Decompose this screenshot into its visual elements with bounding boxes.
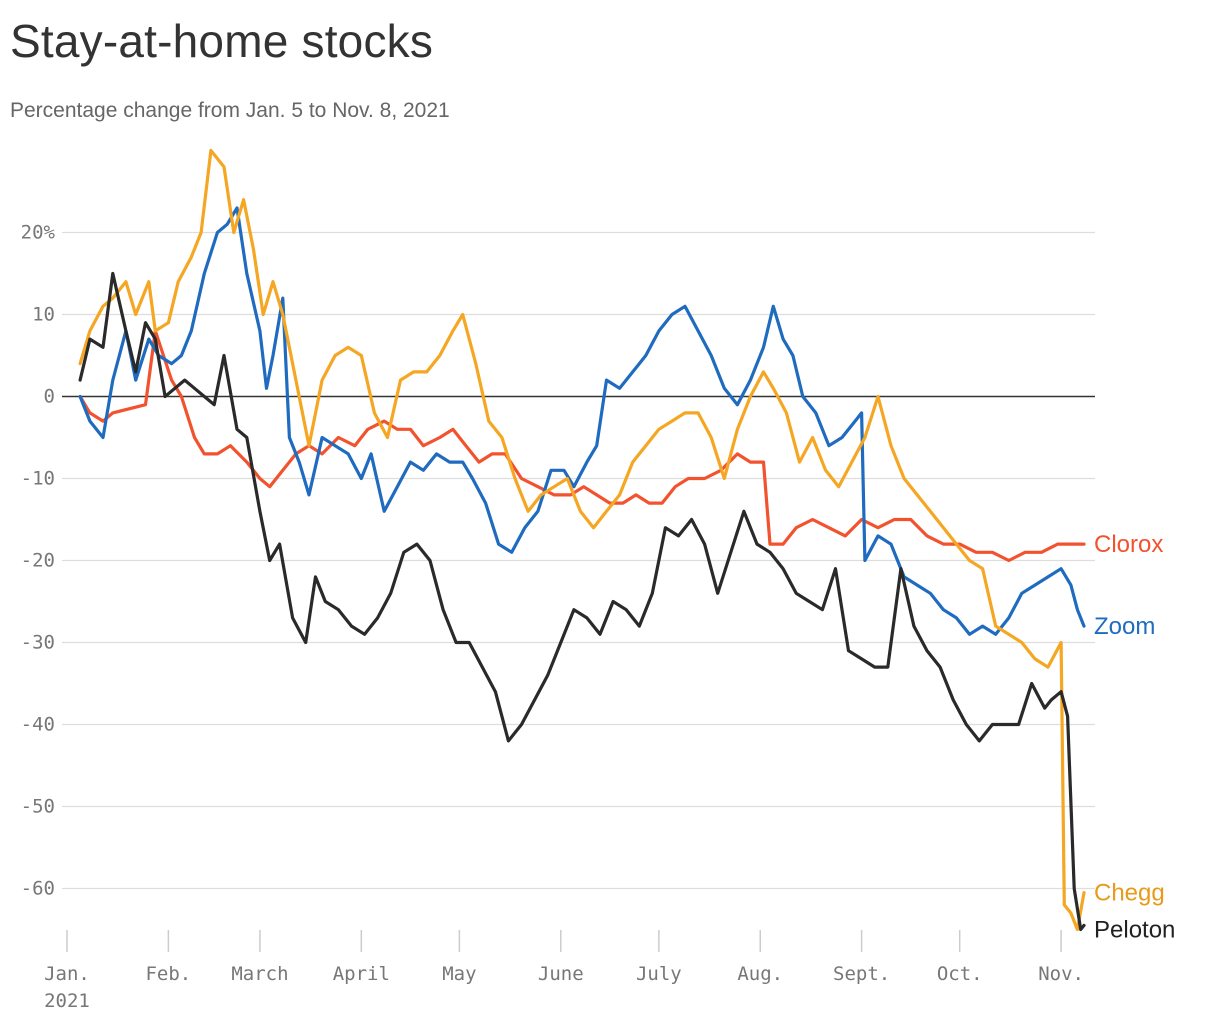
series-line-clorox [78, 329, 1086, 563]
series-label-clorox: Clorox [1094, 531, 1163, 558]
y-tick-label: 0 [44, 386, 55, 408]
x-tick-label: May [442, 963, 476, 985]
x-tick-label: Jan. [44, 963, 90, 985]
grid-lines [62, 231, 1095, 890]
x-axis: Jan. 2021 Feb. March April May June July Aug. Sep… [44, 930, 1084, 1012]
y-tick-label: -50 [21, 796, 55, 818]
y-tick-label: -20 [21, 550, 55, 572]
y-tick-label: -30 [21, 632, 55, 654]
y-tick-label: 20% [21, 222, 56, 244]
y-tick-label: -10 [21, 468, 55, 490]
y-axis-ticks: 20% 10 0 -10 -20 -30 -40 -50 -60 [21, 222, 56, 900]
x-tick-label: Aug. [737, 963, 783, 985]
x-tick-label: Feb. [145, 963, 191, 985]
y-tick-label: -60 [21, 878, 55, 900]
series-label-peloton: Peloton [1094, 917, 1175, 944]
x-tick-label: June [538, 963, 584, 985]
series-line-chegg [78, 148, 1086, 932]
x-tick-label: July [636, 963, 682, 985]
x-tick-label: April [333, 963, 390, 985]
x-tick-label: Oct. [937, 963, 983, 985]
series-lines [78, 148, 1086, 932]
x-tick-label: Sept. [833, 963, 890, 985]
x-tick-label: Nov. [1038, 963, 1084, 985]
y-tick-label: -40 [21, 714, 55, 736]
y-tick-label: 10 [32, 304, 55, 326]
chart-title: Stay-at-home stocks [10, 15, 434, 67]
chart-subtitle: Percentage change from Jan. 5 to Nov. 8,… [10, 99, 450, 122]
series-end-labels: Clorox Zoom Chegg Peloton [1094, 531, 1175, 943]
x-tick-label: March [231, 963, 288, 985]
series-label-chegg: Chegg [1094, 880, 1165, 907]
series-line-zoom [78, 206, 1086, 636]
series-line-peloton [78, 271, 1086, 932]
series-label-zoom: Zoom [1094, 613, 1155, 640]
x-tick-sublabel: 2021 [44, 990, 90, 1012]
